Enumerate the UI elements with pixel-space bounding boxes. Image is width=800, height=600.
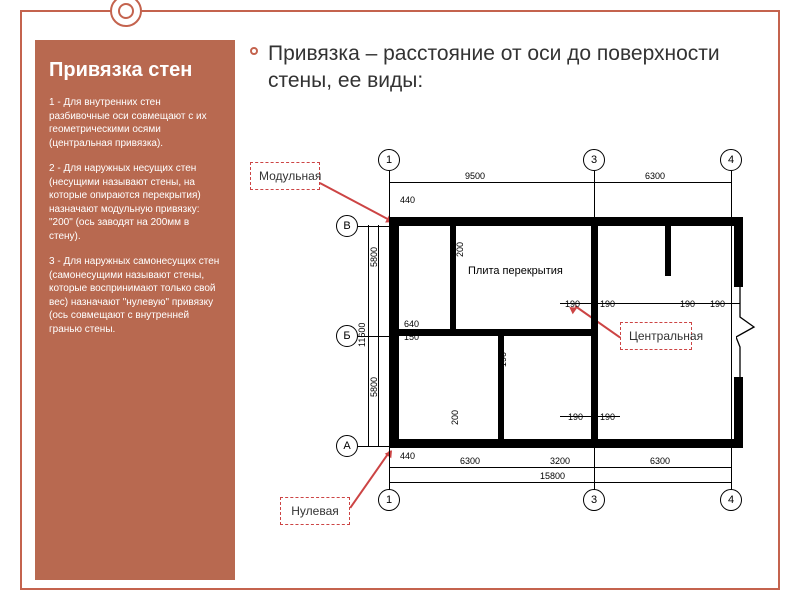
dim-guide-h2: [560, 416, 620, 417]
dim-440b: 440: [400, 451, 415, 461]
label-modular: Модульная: [250, 162, 320, 190]
dim-b3200: 3200: [550, 456, 570, 466]
frame-bottom: [20, 588, 780, 590]
dim-190-d: 190: [710, 299, 725, 309]
dim-190-g: 190: [600, 412, 615, 422]
dim-b6300a: 6300: [460, 456, 480, 466]
axis-h-Bb: [358, 336, 390, 337]
wall-left: [390, 217, 399, 448]
sidebar-title: Привязка стен: [49, 58, 221, 82]
sidebar-para-3: 3 - Для наружных самонесущих стен (самон…: [49, 255, 221, 336]
wall-bottom: [390, 439, 740, 448]
dim-190-e: 190: [498, 352, 508, 367]
sidebar: Привязка стен 1 - Для внутренних стен ра…: [35, 40, 235, 580]
main: Привязка – расстояние от оси до поверхно…: [250, 40, 765, 547]
dim-640: 640: [404, 319, 419, 329]
dim-190-c: 190: [680, 299, 695, 309]
frame-ornament: [110, 0, 142, 27]
axis-bot-1: 1: [378, 489, 400, 511]
break-mark-icon: [736, 282, 758, 382]
axis-v4: [731, 171, 732, 491]
axis-left-Bb: Б: [336, 325, 358, 347]
sidebar-para-2: 2 - Для наружных несущих стен (несущими …: [49, 162, 221, 243]
label-central: Центральная: [620, 322, 692, 350]
dim-b6300b: 6300: [650, 456, 670, 466]
axis-h-B: [358, 226, 390, 227]
dimline-bot1: [390, 467, 732, 468]
main-title: Привязка – расстояние от оси до поверхно…: [268, 40, 765, 95]
dim-190-f: 190: [568, 412, 583, 422]
axis-left-B: В: [336, 215, 358, 237]
bullet-icon: [250, 47, 258, 55]
plan-diagram: Модульная Нулевая Центральная 1 3 4 9500…: [250, 107, 760, 547]
axis-left-A: А: [336, 435, 358, 457]
wall-mid-h: [399, 329, 595, 336]
wall-right-lower: [734, 377, 743, 448]
dim-guide-h1: [560, 303, 740, 304]
plate-text-1: Плита перекрытия: [468, 265, 563, 277]
axis-bot-4: 4: [720, 489, 742, 511]
dimline-bot2: [390, 482, 732, 483]
dim-200-b: 200: [450, 410, 460, 425]
dim-190-a: 190: [565, 299, 580, 309]
axis-v3: [594, 171, 595, 491]
dim-top-right: 6300: [645, 171, 665, 181]
dim-440a: 440: [400, 195, 415, 205]
axis-top-1: 1: [378, 149, 400, 171]
dim-htotal: 11600: [357, 322, 367, 346]
dim-190-b: 190: [600, 299, 615, 309]
wall-right-upper: [734, 217, 743, 287]
wall-int-v4: [665, 226, 671, 276]
axis-h-A: [358, 446, 390, 447]
dim-h2: 5800: [369, 377, 379, 397]
label-zero: Нулевая: [280, 497, 350, 525]
wall-top: [390, 217, 740, 226]
dim-150: 150: [404, 332, 419, 342]
sidebar-para-1: 1 - Для внутренних стен разбивочные оси …: [49, 96, 221, 150]
frame-right: [778, 10, 780, 590]
dim-200-a: 200: [455, 242, 465, 257]
axis-v1: [389, 171, 390, 491]
dimline-top: [390, 182, 732, 183]
frame-left: [20, 10, 22, 590]
dim-b15800: 15800: [540, 471, 565, 481]
title-row: Привязка – расстояние от оси до поверхно…: [250, 40, 765, 95]
arrow-modular: [320, 182, 390, 220]
axis-top-3: 3: [583, 149, 605, 171]
dim-h1: 5800: [369, 247, 379, 267]
axis-bot-3: 3: [583, 489, 605, 511]
axis-top-4: 4: [720, 149, 742, 171]
dim-top-left: 9500: [465, 171, 485, 181]
